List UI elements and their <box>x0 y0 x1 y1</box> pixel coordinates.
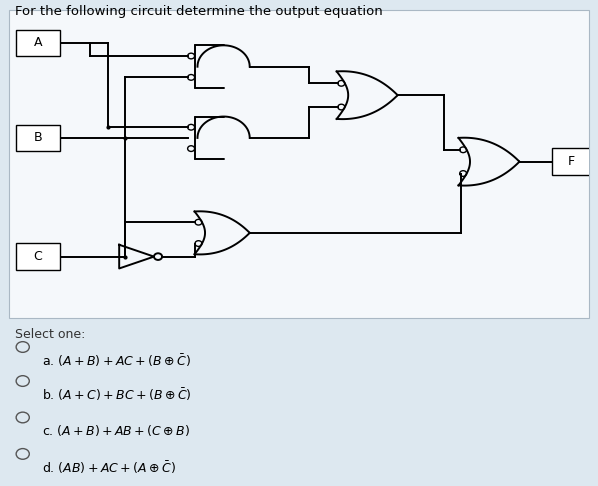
Text: c. $(A+B)+AB+(C\oplus B)$: c. $(A+B)+AB+(C\oplus B)$ <box>42 423 190 438</box>
Text: Select one:: Select one: <box>15 328 86 341</box>
FancyBboxPatch shape <box>16 124 60 151</box>
Text: d. $(AB)+AC+(A\oplus\bar{C})$: d. $(AB)+AC+(A\oplus\bar{C})$ <box>42 459 176 476</box>
Text: b. $(A+C)+BC+(B\oplus\bar{C})$: b. $(A+C)+BC+(B\oplus\bar{C})$ <box>42 386 191 403</box>
Text: A: A <box>33 36 42 50</box>
Text: B: B <box>33 131 42 144</box>
Text: a. $(A+B)+AC+(B\oplus\bar{C})$: a. $(A+B)+AC+(B\oplus\bar{C})$ <box>42 352 191 369</box>
FancyBboxPatch shape <box>553 148 591 175</box>
Text: For the following circuit determine the output equation: For the following circuit determine the … <box>15 5 383 18</box>
FancyBboxPatch shape <box>16 243 60 270</box>
Text: F: F <box>568 155 575 168</box>
Text: C: C <box>33 250 42 263</box>
FancyBboxPatch shape <box>16 30 60 56</box>
